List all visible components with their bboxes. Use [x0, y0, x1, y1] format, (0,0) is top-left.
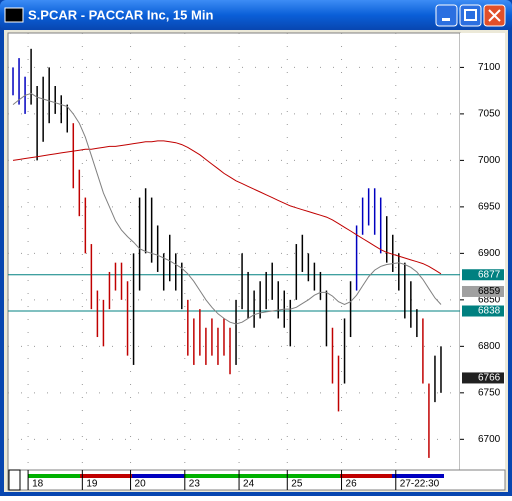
y-tick-label: 6700 [478, 434, 501, 445]
price-line-label-label: 6838 [478, 306, 501, 317]
session-strip [340, 474, 392, 478]
window-title: S.PCAR - PACCAR Inc, 15 Min [28, 7, 213, 22]
close-icon [488, 9, 501, 22]
y-tick-label: 7050 [478, 109, 501, 120]
x-tick-label: 23 [189, 479, 201, 490]
y-tick-label: 7000 [478, 155, 501, 166]
price-marker-box [462, 372, 504, 384]
x-tick-label: 27-22:30 [400, 479, 440, 490]
price-line-label-box [462, 269, 504, 281]
minimize-button[interactable] [435, 4, 458, 27]
moving-average [12, 140, 442, 275]
session-strip [184, 474, 236, 478]
session-strip [28, 474, 80, 478]
title-bar [0, 0, 512, 30]
session-strip [392, 474, 444, 478]
y-tick-label: 6850 [478, 294, 501, 305]
price-line-label-box [462, 305, 504, 317]
price-line-label-label: 6877 [478, 269, 501, 280]
price-marker-label: 6766 [478, 373, 501, 384]
x-tick-label: 20 [135, 479, 147, 490]
y-tick-label: 6900 [478, 248, 501, 259]
session-strip [132, 474, 184, 478]
y-tick-label: 6750 [478, 387, 501, 398]
price-marker-box [462, 285, 504, 297]
corner-box[interactable] [8, 469, 21, 491]
session-strip [80, 474, 132, 478]
minimize-icon [442, 18, 450, 21]
x-tick-label: 24 [243, 479, 255, 490]
y-tick-label: 7100 [478, 62, 501, 73]
app-icon [4, 7, 24, 23]
price-marker-label: 6859 [478, 286, 501, 297]
x-tick-label: 19 [86, 479, 98, 490]
x-tick-label: 25 [291, 479, 303, 490]
maximize-button[interactable] [459, 4, 482, 27]
x-tick-label: 26 [346, 479, 358, 490]
price-axis [460, 33, 505, 470]
session-strip [236, 474, 288, 478]
moving-average [12, 92, 442, 325]
maximize-icon [464, 9, 477, 21]
y-tick-label: 6950 [478, 202, 501, 213]
y-tick-label: 6800 [478, 341, 501, 352]
x-tick-label: 18 [32, 479, 44, 490]
session-strip [288, 474, 340, 478]
